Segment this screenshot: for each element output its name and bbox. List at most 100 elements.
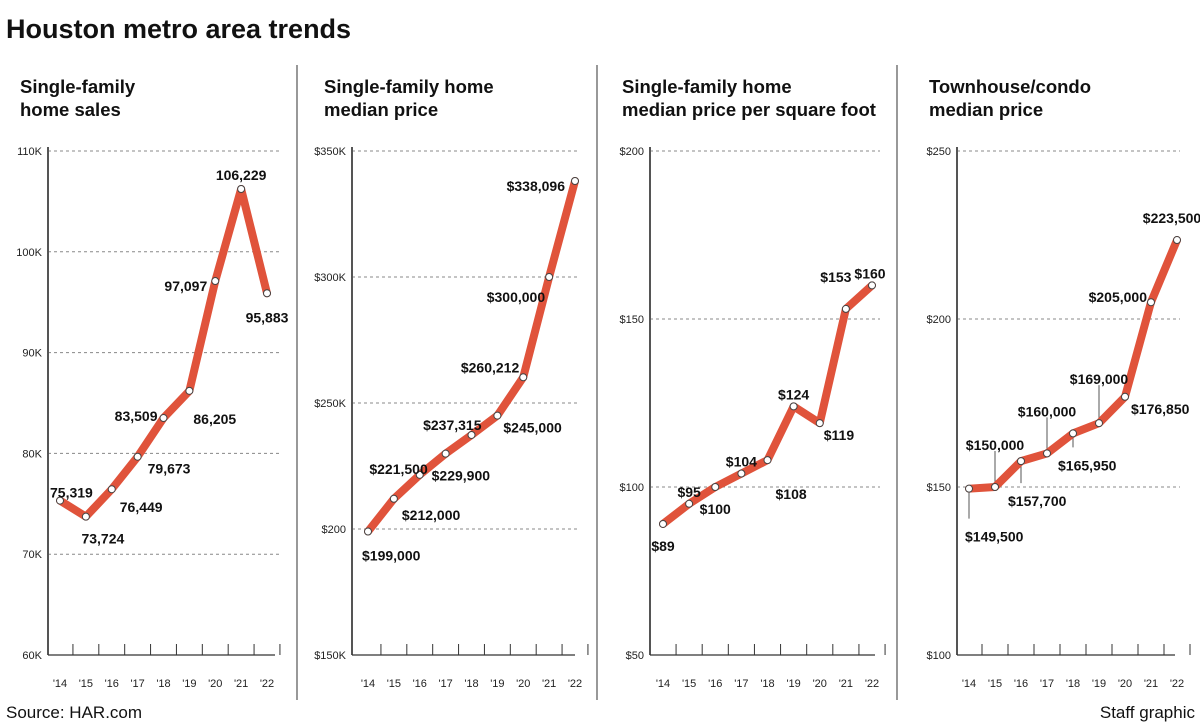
y-tick-label: 80K xyxy=(22,448,42,460)
x-tick-label: '17 xyxy=(1040,678,1054,690)
data-point xyxy=(965,484,973,493)
y-tick-label: $150 xyxy=(620,314,644,326)
data-label: 83,509 xyxy=(115,408,158,424)
x-tick-label: '19 xyxy=(182,678,196,690)
data-label: $150,000 xyxy=(966,437,1025,453)
panel-title: median price xyxy=(929,99,1043,120)
data-point xyxy=(841,304,850,313)
x-tick-label: '16 xyxy=(1014,678,1028,690)
x-tick-label: '18 xyxy=(1066,678,1080,690)
data-point xyxy=(185,386,194,395)
data-label: $108 xyxy=(776,486,807,502)
data-point xyxy=(1017,457,1025,466)
y-tick-label: $350K xyxy=(314,146,346,158)
x-tick-label: '15 xyxy=(988,678,1002,690)
x-tick-label: '15 xyxy=(387,678,401,690)
y-tick-label: $200 xyxy=(927,314,951,326)
data-label: $169,000 xyxy=(1070,371,1129,387)
data-label: $89 xyxy=(651,538,675,554)
data-point xyxy=(389,494,398,503)
data-label: $300,000 xyxy=(487,289,546,305)
data-point xyxy=(467,430,476,439)
x-tick-label: '17 xyxy=(438,678,452,690)
data-point xyxy=(1147,298,1155,307)
data-label: $260,212 xyxy=(461,359,520,375)
x-tick-label: '21 xyxy=(234,678,248,690)
y-tick-label: $250 xyxy=(927,146,951,158)
x-tick-label: '14 xyxy=(53,678,67,690)
panel-title: Townhouse/condo xyxy=(929,76,1091,97)
data-point xyxy=(1069,429,1077,438)
data-point xyxy=(1043,449,1051,458)
x-tick-label: '20 xyxy=(813,678,827,690)
data-label: $338,096 xyxy=(507,178,566,194)
y-tick-label: $200 xyxy=(620,146,644,158)
panel-title: Single-family home xyxy=(622,76,792,97)
data-point xyxy=(211,277,220,286)
x-tick-label: '18 xyxy=(156,678,170,690)
data-point xyxy=(493,411,502,420)
data-point xyxy=(364,527,372,536)
data-label: $119 xyxy=(824,427,855,443)
x-tick-label: '21 xyxy=(839,678,853,690)
x-tick-label: '20 xyxy=(1118,678,1132,690)
data-point xyxy=(685,499,694,508)
data-point xyxy=(545,273,554,281)
data-label: $153 xyxy=(820,269,851,285)
x-tick-label: '17 xyxy=(130,678,144,690)
data-label: $223,500 xyxy=(1143,210,1200,226)
data-point xyxy=(81,512,90,521)
panel-title: Single-family xyxy=(20,76,136,97)
x-tick-label: '22 xyxy=(1170,678,1184,690)
panel-title: median price xyxy=(324,99,438,120)
y-tick-label: 110K xyxy=(17,146,43,158)
y-tick-label: 60K xyxy=(22,650,42,662)
data-point xyxy=(737,469,746,478)
y-tick-label: $150 xyxy=(927,482,951,494)
credit-note: Staff graphic xyxy=(1100,703,1196,722)
data-label: 79,673 xyxy=(148,461,191,477)
data-point xyxy=(991,483,999,491)
data-label: $157,700 xyxy=(1008,493,1067,509)
x-tick-label: '16 xyxy=(413,678,427,690)
data-point xyxy=(789,402,798,411)
data-label: $104 xyxy=(726,454,757,470)
x-tick-label: '22 xyxy=(260,678,274,690)
y-tick-label: $250K xyxy=(314,398,346,410)
data-point xyxy=(571,176,579,185)
data-label: $149,500 xyxy=(965,529,1024,545)
data-label: $229,900 xyxy=(432,468,491,484)
source-note: Source: HAR.com xyxy=(6,703,142,722)
data-label: 76,449 xyxy=(120,499,163,515)
main-title: Houston metro area trends xyxy=(6,14,351,44)
y-tick-label: $50 xyxy=(626,650,644,662)
data-point xyxy=(159,414,168,423)
data-point xyxy=(1173,236,1181,245)
x-tick-label: '18 xyxy=(760,678,774,690)
x-tick-label: '19 xyxy=(786,678,800,690)
data-point xyxy=(763,456,772,465)
data-label: $205,000 xyxy=(1089,289,1148,305)
y-tick-label: $100 xyxy=(620,482,644,494)
data-point xyxy=(441,449,450,458)
y-tick-label: $150K xyxy=(314,650,346,662)
data-point xyxy=(659,519,667,528)
data-label: 95,883 xyxy=(246,309,289,325)
x-tick-label: '19 xyxy=(490,678,504,690)
data-label: 73,724 xyxy=(81,531,124,547)
x-tick-label: '14 xyxy=(361,678,375,690)
data-point xyxy=(133,452,142,461)
data-label: $100 xyxy=(700,501,731,517)
y-tick-label: 90K xyxy=(22,348,42,360)
data-label: $124 xyxy=(778,386,809,402)
data-label: 86,205 xyxy=(193,411,236,427)
x-tick-label: '15 xyxy=(682,678,696,690)
y-tick-label: 100K xyxy=(16,247,42,259)
x-tick-label: '16 xyxy=(105,678,119,690)
data-label: $165,950 xyxy=(1058,457,1117,473)
